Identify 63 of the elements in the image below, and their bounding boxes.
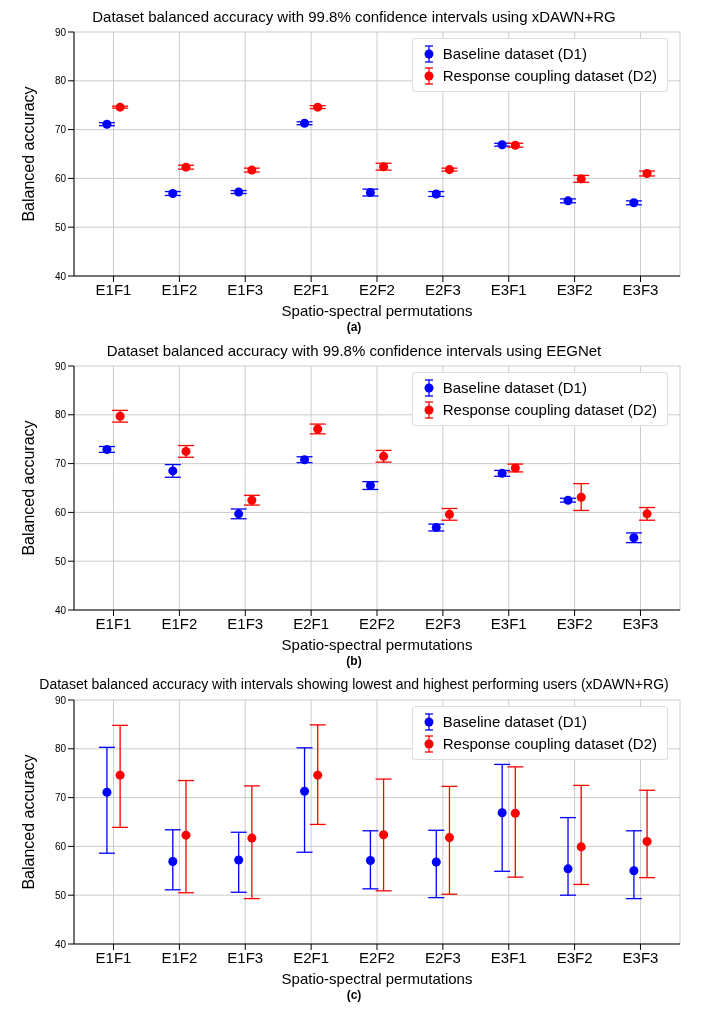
x-tick-label: E1F3: [227, 948, 264, 966]
y-axis-title: Balanced accuracy: [19, 420, 37, 556]
legend-label: Baseline dataset (D1): [442, 378, 587, 398]
x-tick-label: E3F3: [622, 948, 659, 966]
x-tick-label: E1F1: [95, 280, 132, 298]
y-tick-label: 40: [54, 604, 67, 616]
x-tick-label: E3F2: [556, 614, 593, 632]
y-tick-label: 90: [54, 694, 67, 706]
y-tick-label: 50: [54, 889, 67, 901]
y-tick-label: 50: [54, 555, 67, 567]
text: (c): [346, 988, 362, 1002]
text: (a): [346, 320, 362, 334]
chart-title: Dataset balanced accuracy with 99.8% confidence intervals using xDAWN+RG: [91, 8, 617, 27]
x-tick-label: E2F1: [293, 280, 330, 298]
y-tick-label: 60: [54, 172, 67, 184]
y-tick-label: 80: [54, 743, 67, 755]
x-tick-label: E3F3: [622, 280, 659, 298]
x-tick-label: E3F2: [556, 948, 593, 966]
y-tick-label: 60: [54, 506, 67, 518]
x-tick-label: E1F1: [95, 614, 132, 632]
legend-label: Baseline dataset (D1): [442, 44, 587, 64]
y-axis-title: Balanced accuracy: [19, 86, 37, 222]
y-tick-label: 40: [54, 270, 67, 282]
x-tick-label: E2F1: [293, 948, 330, 966]
x-tick-label: E1F2: [161, 280, 198, 298]
legend-label: Response coupling dataset (D2): [442, 66, 657, 86]
x-tick-label: E1F2: [161, 948, 198, 966]
chart-title: Dataset balanced accuracy with 99.8% confidence intervals using EEGNet: [105, 342, 603, 361]
x-tick-label: E2F2: [359, 280, 395, 298]
x-tick-label: E1F3: [227, 280, 264, 298]
legend-label: Baseline dataset (D1): [442, 712, 587, 732]
text: (b): [346, 654, 362, 668]
y-tick-label: 40: [54, 938, 67, 950]
x-tick-label: E2F3: [424, 614, 461, 632]
y-tick-label: 90: [54, 26, 67, 38]
x-axis-title: Spatio-spectral permutations: [281, 970, 473, 987]
x-tick-label: E2F3: [424, 280, 461, 298]
y-tick-label: 80: [54, 409, 67, 421]
x-tick-label: E3F2: [556, 280, 593, 298]
x-axis-title: Spatio-spectral permutations: [281, 302, 473, 319]
y-tick-label: 50: [54, 221, 67, 233]
x-tick-label: E1F3: [227, 614, 264, 632]
x-axis-title: Spatio-spectral permutations: [281, 636, 473, 653]
y-axis-title: Balanced accuracy: [19, 754, 37, 890]
x-tick-label: E1F2: [161, 614, 198, 632]
y-tick-label: 70: [54, 124, 67, 136]
chart-title: Dataset balanced accuracy with intervals showing lowest and highest performing users (xDAWN+RG): [38, 676, 670, 694]
legend-label: Response coupling dataset (D2): [442, 734, 657, 754]
x-tick-label: E3F3: [622, 614, 659, 632]
y-tick-label: 60: [54, 840, 67, 852]
legend-label: Response coupling dataset (D2): [442, 400, 657, 420]
y-tick-label: 70: [54, 792, 67, 804]
x-tick-label: E3F1: [490, 280, 527, 298]
x-tick-label: E1F1: [95, 948, 132, 966]
x-tick-label: E3F1: [490, 948, 527, 966]
x-tick-label: E2F3: [424, 948, 461, 966]
x-tick-label: E2F2: [359, 614, 395, 632]
y-tick-label: 90: [54, 360, 67, 372]
x-tick-label: E2F2: [359, 948, 395, 966]
x-tick-label: E2F1: [293, 614, 330, 632]
y-tick-label: 70: [54, 458, 67, 470]
x-tick-label: E3F1: [490, 614, 527, 632]
y-tick-label: 80: [54, 75, 67, 87]
